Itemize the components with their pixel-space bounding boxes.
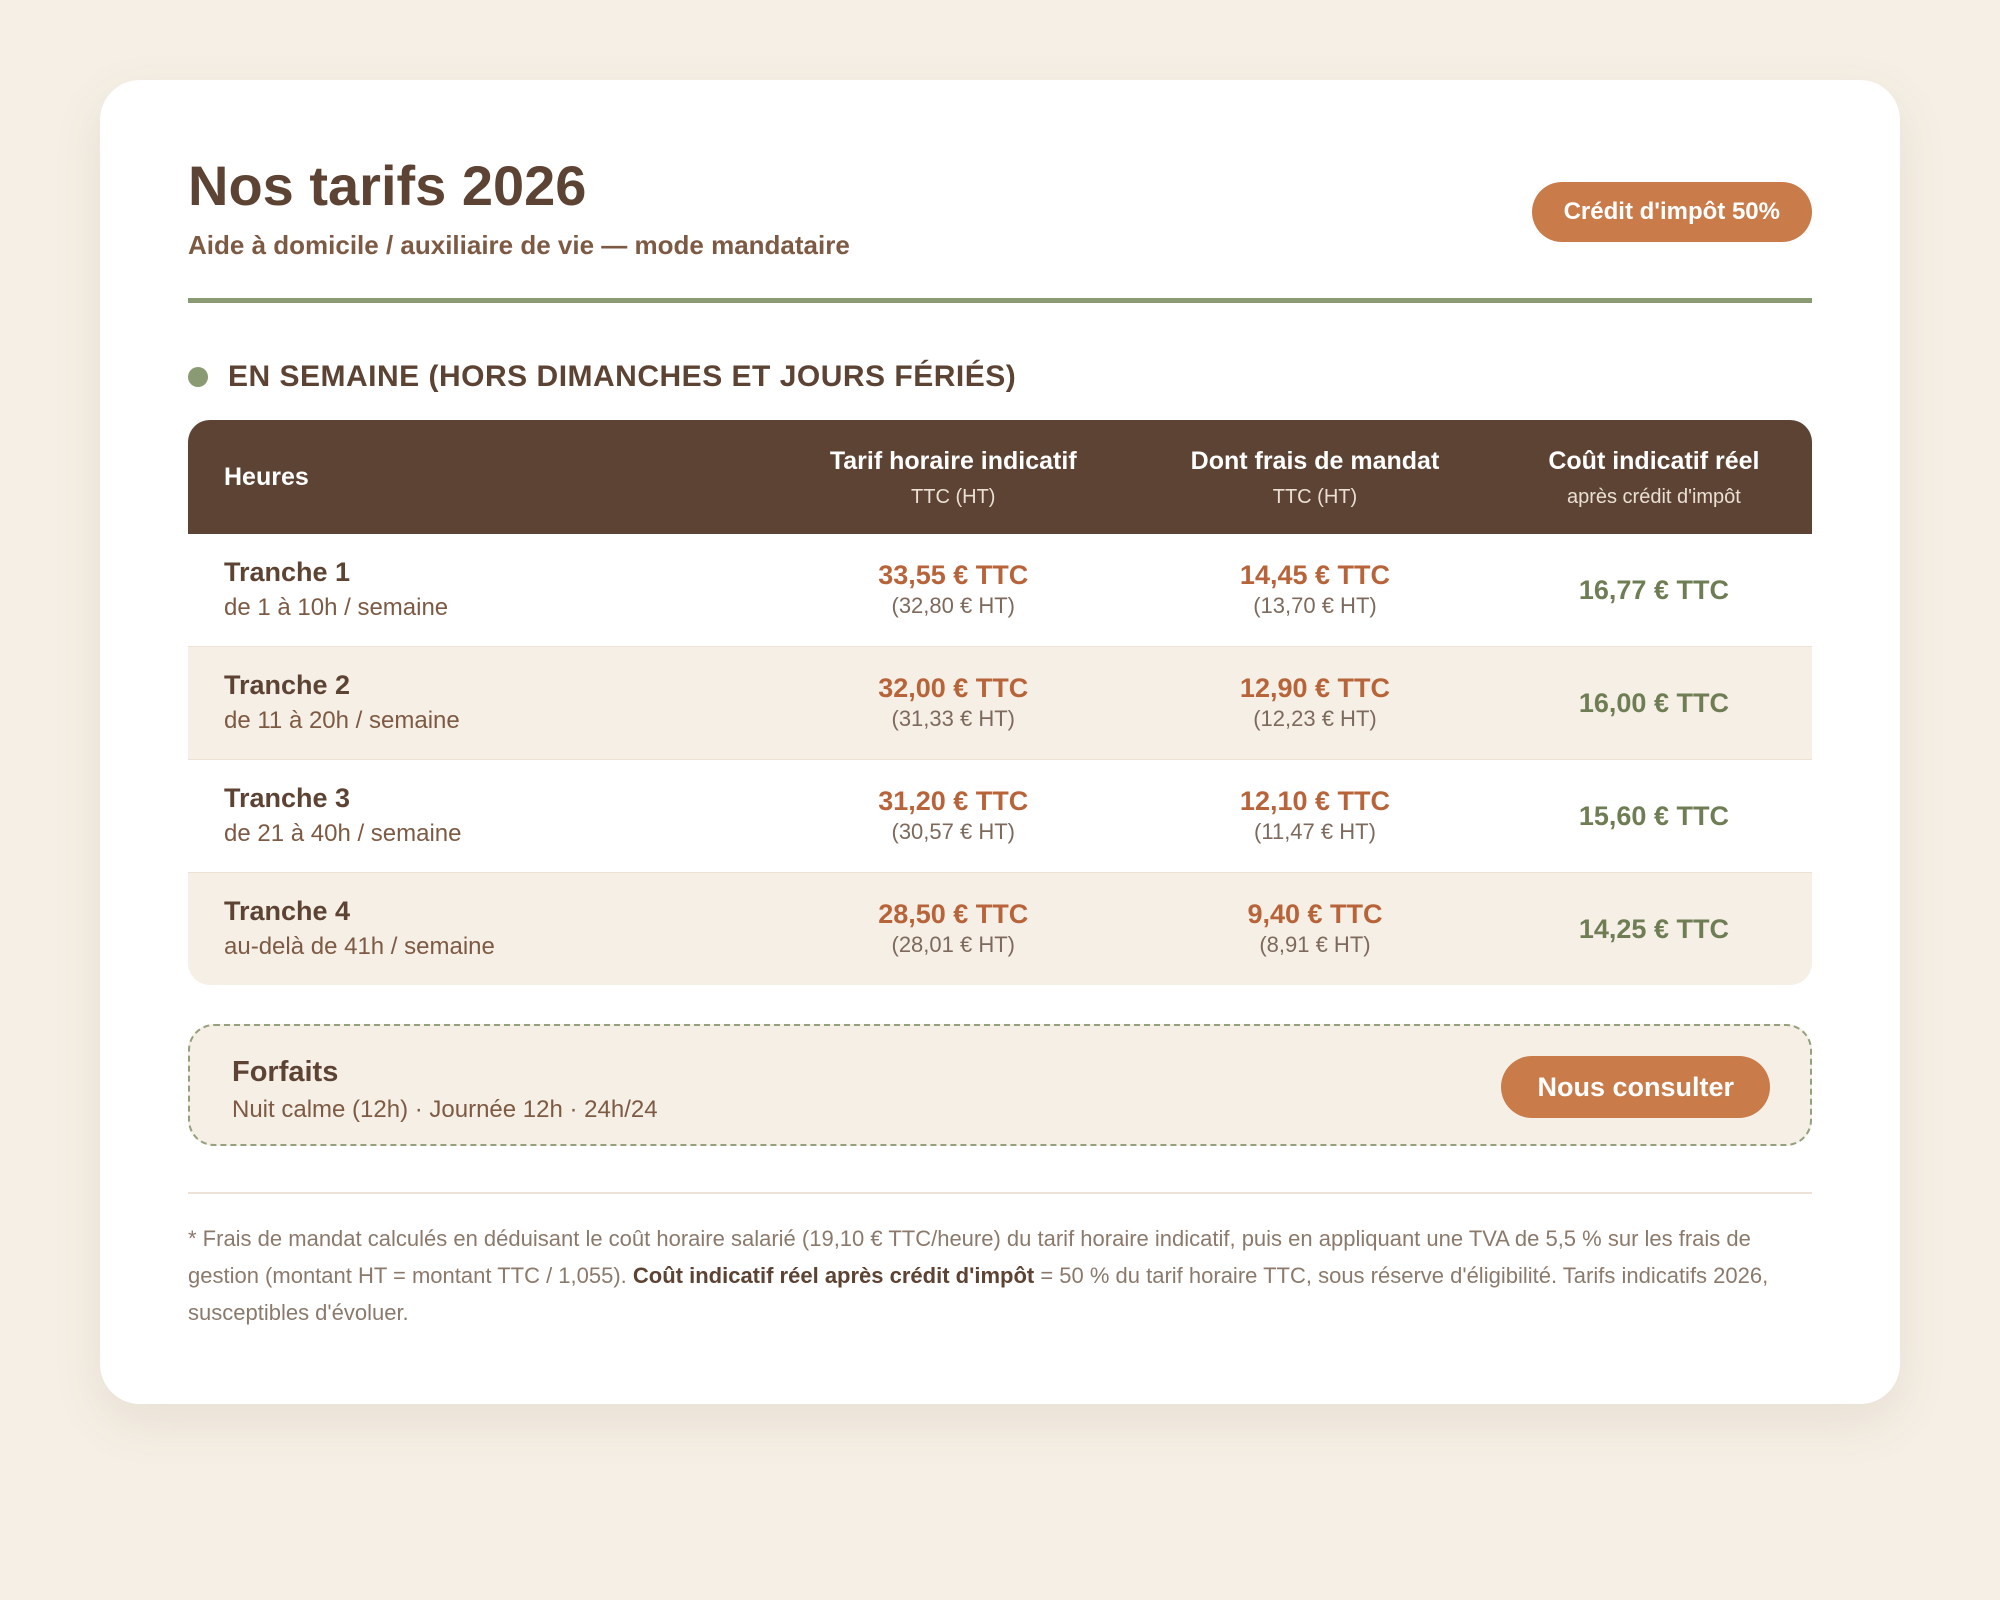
rate-ttc: 31,20 € TTC	[878, 786, 1029, 817]
section-heading-label: EN SEMAINE (HORS DIMANCHES ET JOURS FÉRI…	[228, 360, 1017, 393]
table-header: Heures Tarif horaire indicatif TTC (HT) …	[188, 420, 1812, 534]
tranche-name: Tranche 1	[224, 557, 351, 588]
column-header-label: Dont frais de mandat	[1190, 446, 1440, 475]
fees-ht: (12,23 € HT)	[1253, 705, 1377, 731]
footnote-text-end: = 50 % du tarif horaire TTC, sous réserv…	[188, 1263, 1769, 1325]
rate-ht: (30,57 € HT)	[891, 818, 1016, 844]
fees-ht: (8,91 € HT)	[1259, 931, 1371, 957]
rate-cell: 32,00 € TTC (31,33 € HT)	[772, 673, 1134, 732]
rate-ttc: 32,00 € TTC	[878, 673, 1029, 704]
table-row: Tranche 4 au-delà de 41h / semaine 28,50…	[188, 873, 1812, 985]
rate-ht: (31,33 € HT)	[891, 705, 1016, 731]
real-cost-cell: 14,25 € TTC	[1496, 914, 1812, 945]
rate-ttc: 28,50 € TTC	[878, 899, 1029, 930]
rate-cell: 31,20 € TTC (30,57 € HT)	[772, 786, 1134, 845]
tranche-range: au-delà de 41h / semaine	[224, 932, 495, 960]
fees-ttc: 9,40 € TTC	[1247, 899, 1383, 930]
tranche-cell: Tranche 2 de 11 à 20h / semaine	[188, 670, 772, 735]
column-header-label: Heures	[224, 463, 309, 491]
fees-cell: 12,10 € TTC (11,47 € HT)	[1134, 786, 1496, 845]
column-header-hours: Heures	[188, 420, 772, 534]
fees-cell: 12,90 € TTC (12,23 € HT)	[1134, 673, 1496, 732]
tax-credit-badge: Crédit d'impôt 50%	[1531, 182, 1812, 242]
fees-cell: 9,40 € TTC (8,91 € HT)	[1134, 899, 1496, 958]
real-cost-value: 14,25 € TTC	[1578, 913, 1729, 944]
real-cost-cell: 15,60 € TTC	[1496, 801, 1812, 832]
table-row: Tranche 2 de 11 à 20h / semaine 32,00 € …	[188, 647, 1812, 760]
footnote-divider	[188, 1192, 1812, 1194]
footnote: * Frais de mandat calculés en déduisant …	[188, 1220, 1812, 1331]
page-title: Nos tarifs 2026	[188, 154, 587, 217]
tranche-cell: Tranche 3 de 21 à 40h / semaine	[188, 783, 772, 848]
fees-ht: (11,47 € HT)	[1254, 818, 1376, 844]
tranche-cell: Tranche 1 de 1 à 10h / semaine	[188, 557, 772, 622]
fees-ttc: 14,45 € TTC	[1239, 560, 1390, 591]
tranche-cell: Tranche 4 au-delà de 41h / semaine	[188, 896, 772, 961]
rate-cell: 33,55 € TTC (32,80 € HT)	[772, 560, 1134, 619]
fees-ht: (13,70 € HT)	[1253, 592, 1377, 618]
real-cost-cell: 16,00 € TTC	[1496, 688, 1812, 719]
tranche-range: de 1 à 10h / semaine	[224, 593, 449, 621]
tranche-name: Tranche 3	[224, 783, 351, 814]
rate-cell: 28,50 € TTC (28,01 € HT)	[772, 899, 1134, 958]
fees-ttc: 12,10 € TTC	[1239, 786, 1390, 817]
header-divider	[188, 298, 1812, 303]
forfaits-options: Nuit calme (12h) · Journée 12h · 24h/24	[232, 1096, 658, 1123]
bullet-dot-icon	[188, 367, 208, 387]
forfaits-title: Forfaits	[232, 1056, 339, 1088]
contact-us-button[interactable]: Nous consulter	[1501, 1056, 1770, 1118]
table-row: Tranche 3 de 21 à 40h / semaine 31,20 € …	[188, 760, 1812, 873]
column-header-sublabel: TTC (HT)	[911, 485, 996, 508]
page-subtitle: Aide à domicile / auxiliaire de vie — mo…	[188, 230, 850, 260]
column-header-real-cost: Coût indicatif réel après crédit d'impôt	[1496, 420, 1812, 534]
tranche-range: de 11 à 20h / semaine	[224, 706, 460, 734]
pricing-table: Heures Tarif horaire indicatif TTC (HT) …	[188, 420, 1812, 985]
real-cost-cell: 16,77 € TTC	[1496, 575, 1812, 606]
column-header-sublabel: après crédit d'impôt	[1566, 485, 1741, 508]
fees-cell: 14,45 € TTC (13,70 € HT)	[1134, 560, 1496, 619]
real-cost-value: 16,77 € TTC	[1578, 574, 1729, 605]
table-row: Tranche 1 de 1 à 10h / semaine 33,55 € T…	[188, 534, 1812, 647]
forfaits-box: Forfaits Nuit calme (12h) · Journée 12h …	[188, 1024, 1812, 1146]
tranche-name: Tranche 4	[224, 896, 351, 927]
column-header-label: Coût indicatif réel	[1548, 446, 1760, 475]
column-header-fees: Dont frais de mandat TTC (HT)	[1134, 420, 1496, 534]
footnote-emphasis: Coût indicatif réel après crédit d'impôt	[632, 1263, 1035, 1288]
column-header-sublabel: TTC (HT)	[1272, 485, 1358, 508]
rate-ttc: 33,55 € TTC	[878, 560, 1029, 591]
tranche-range: de 21 à 40h / semaine	[224, 819, 462, 847]
tariff-card: Nos tarifs 2026 Aide à domicile / auxili…	[100, 80, 1900, 1404]
fees-ttc: 12,90 € TTC	[1239, 673, 1390, 704]
column-header-rate: Tarif horaire indicatif TTC (HT)	[772, 420, 1134, 534]
tranche-name: Tranche 2	[224, 670, 351, 701]
rate-ht: (28,01 € HT)	[891, 931, 1016, 957]
footnote-text: * Frais de mandat calculés en déduisant …	[188, 1226, 1751, 1288]
real-cost-value: 16,00 € TTC	[1578, 687, 1729, 718]
rate-ht: (32,80 € HT)	[891, 592, 1016, 618]
column-header-label: Tarif horaire indicatif	[829, 446, 1077, 475]
section-heading: EN SEMAINE (HORS DIMANCHES ET JOURS FÉRI…	[188, 360, 1016, 394]
real-cost-value: 15,60 € TTC	[1578, 800, 1729, 831]
